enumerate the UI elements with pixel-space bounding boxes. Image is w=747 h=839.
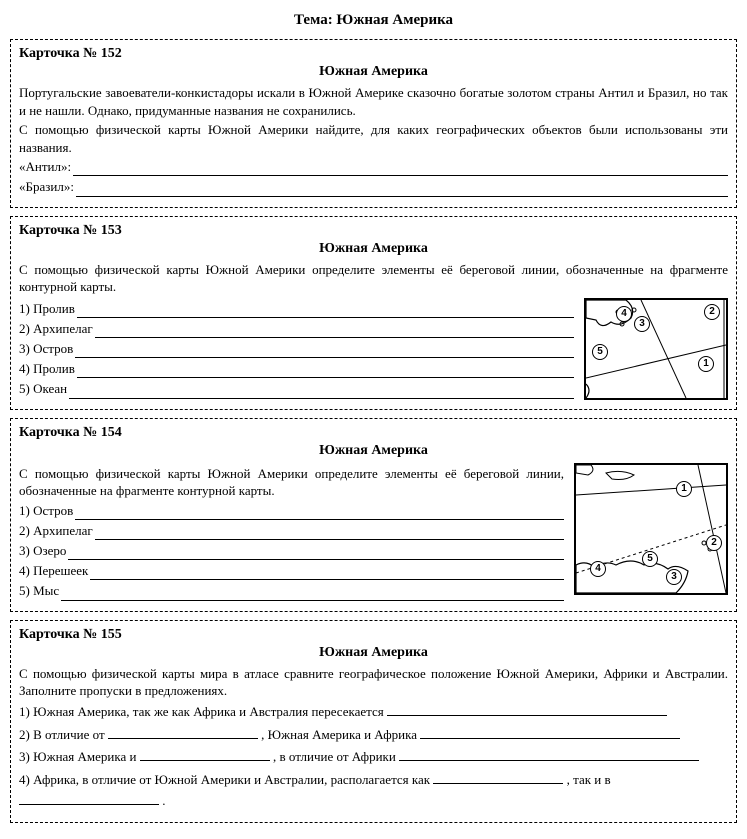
sentence-1: 1) Южная Америка, так же как Африка и Ав…	[19, 702, 728, 723]
card-number: Карточка № 155	[19, 627, 728, 643]
map-marker-1: 1	[676, 481, 692, 497]
map-fragment-153: 1 2 3 4 5	[584, 298, 728, 400]
text: 1) Южная Америка, так же как Африка и Ав…	[19, 704, 384, 719]
card-subtitle: Южная Америка	[19, 241, 728, 257]
blank-line[interactable]	[76, 184, 728, 197]
text: 2) В отличие от	[19, 727, 105, 742]
paragraph: Португальские завоеватели-конкистадоры и…	[19, 84, 728, 119]
paragraph: С помощью физической карты мира в атласе…	[19, 665, 728, 700]
card-number: Карточка № 152	[19, 46, 728, 62]
map-marker-4: 4	[616, 306, 632, 322]
map-marker-5: 5	[642, 551, 658, 567]
blank-line[interactable]	[399, 750, 699, 761]
label: 3) Остров	[19, 340, 73, 358]
card-subtitle: Южная Америка	[19, 645, 728, 661]
label: 4) Пролив	[19, 360, 75, 378]
map-marker-2: 2	[704, 304, 720, 320]
fill-line[interactable]: «Бразил»:	[19, 178, 728, 196]
blank-line[interactable]	[90, 567, 564, 580]
label: «Бразил»:	[19, 178, 74, 196]
fill-line[interactable]: 5) Океан	[19, 380, 574, 398]
card-number: Карточка № 154	[19, 425, 728, 441]
fill-line[interactable]: 4) Перешеек	[19, 562, 564, 580]
card-number: Карточка № 153	[19, 223, 728, 239]
sentence-4: 4) Африка, в отличие от Южной Америки и …	[19, 770, 728, 812]
map-marker-4: 4	[590, 561, 606, 577]
label: «Антил»:	[19, 158, 71, 176]
map-marker-3: 3	[634, 316, 650, 332]
blank-line[interactable]	[95, 325, 574, 338]
blank-line[interactable]	[68, 547, 564, 560]
blank-line[interactable]	[433, 773, 563, 784]
blank-line[interactable]	[140, 750, 270, 761]
text: .	[162, 793, 165, 808]
label: 5) Мыс	[19, 582, 59, 600]
blank-line[interactable]	[69, 386, 574, 399]
blank-line[interactable]	[75, 345, 574, 358]
text: 4) Африка, в отличие от Южной Америки и …	[19, 772, 430, 787]
card-153: Карточка № 153 Южная Америка С помощью ф…	[10, 216, 737, 410]
blank-line[interactable]	[75, 507, 564, 520]
sentence-2: 2) В отличие от , Южная Америка и Африка	[19, 725, 728, 746]
label: 2) Архипелаг	[19, 320, 93, 338]
label: 1) Пролив	[19, 300, 75, 318]
blank-line[interactable]	[73, 163, 728, 176]
map-marker-5: 5	[592, 344, 608, 360]
fill-line[interactable]: 2) Архипелаг	[19, 320, 574, 338]
card-155: Карточка № 155 Южная Америка С помощью ф…	[10, 620, 737, 823]
blank-line[interactable]	[420, 728, 680, 739]
paragraph: С помощью физической карты Южной Америки…	[19, 465, 564, 500]
card-subtitle: Южная Америка	[19, 443, 728, 459]
text: , так и в	[567, 772, 611, 787]
sentence-3: 3) Южная Америка и , в отличие от Африки	[19, 747, 728, 768]
paragraph: С помощью физической карты Южной Америки…	[19, 261, 728, 296]
text: 3) Южная Америка и	[19, 749, 136, 764]
blank-line[interactable]	[77, 365, 574, 378]
label: 5) Океан	[19, 380, 67, 398]
blank-line[interactable]	[387, 705, 667, 716]
fill-line[interactable]: 3) Остров	[19, 340, 574, 358]
fill-line[interactable]: 3) Озеро	[19, 542, 564, 560]
card-152: Карточка № 152 Южная Америка Португальск…	[10, 39, 737, 208]
fill-line[interactable]: 1) Пролив	[19, 300, 574, 318]
map-marker-2: 2	[706, 535, 722, 551]
label: 2) Архипелаг	[19, 522, 93, 540]
label: 3) Озеро	[19, 542, 66, 560]
fill-line[interactable]: 4) Пролив	[19, 360, 574, 378]
card-154: Карточка № 154 Южная Америка С помощью ф…	[10, 418, 737, 612]
label: 1) Остров	[19, 502, 73, 520]
blank-line[interactable]	[77, 305, 574, 318]
paragraph: С помощью физической карты Южной Америки…	[19, 121, 728, 156]
fill-line[interactable]: 1) Остров	[19, 502, 564, 520]
fill-line[interactable]: «Антил»:	[19, 158, 728, 176]
blank-line[interactable]	[19, 794, 159, 805]
blank-line[interactable]	[61, 588, 564, 601]
fill-line[interactable]: 5) Мыс	[19, 582, 564, 600]
blank-line[interactable]	[95, 527, 564, 540]
map-marker-3: 3	[666, 569, 682, 585]
text: , Южная Америка и Африка	[261, 727, 417, 742]
map-fragment-154: 1 2 3 4 5	[574, 463, 728, 595]
text: , в отличие от Африки	[273, 749, 396, 764]
map-marker-1: 1	[698, 356, 714, 372]
page-title: Тема: Южная Америка	[10, 12, 737, 29]
blank-line[interactable]	[108, 728, 258, 739]
label: 4) Перешеек	[19, 562, 88, 580]
fill-line[interactable]: 2) Архипелаг	[19, 522, 564, 540]
card-subtitle: Южная Америка	[19, 64, 728, 80]
